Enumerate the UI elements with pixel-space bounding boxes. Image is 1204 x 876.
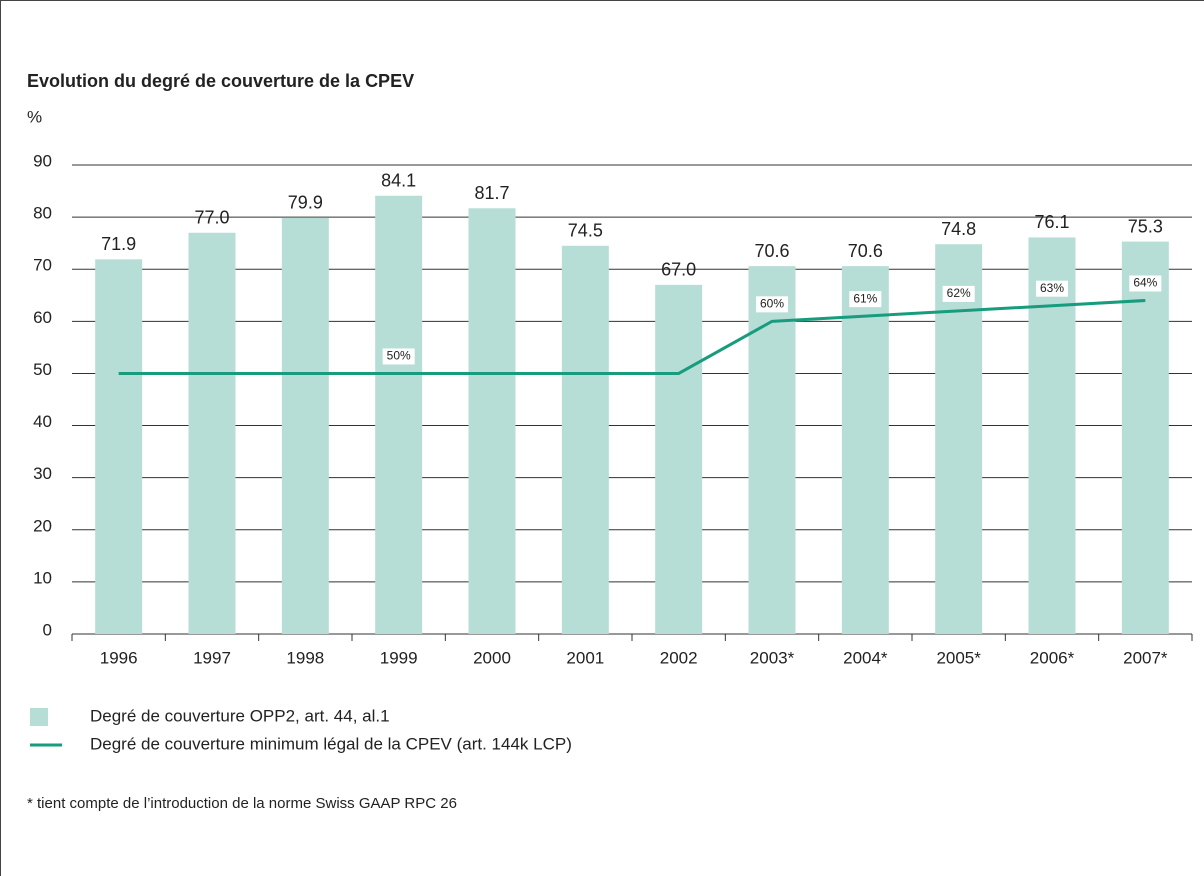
bar bbox=[95, 259, 143, 634]
x-tick-label: 2001 bbox=[566, 648, 604, 667]
line-value-label-group: 50% bbox=[382, 348, 415, 365]
line-value-label: 61% bbox=[853, 291, 877, 305]
x-tick-label: 1998 bbox=[286, 648, 324, 667]
line-value-label-box bbox=[1036, 280, 1068, 297]
bar bbox=[841, 266, 889, 634]
line-value-label-group: 60% bbox=[756, 296, 788, 313]
chart-title: Evolution du degré de couverture de la C… bbox=[27, 71, 414, 91]
bar-value-label: 67.0 bbox=[661, 260, 696, 280]
line-value-label-group: 61% bbox=[849, 291, 882, 308]
line-value-label: 62% bbox=[947, 286, 971, 300]
bar-value-label: 70.6 bbox=[848, 241, 883, 261]
line-value-label-box bbox=[382, 348, 415, 365]
bar-value-label: 75.3 bbox=[1128, 216, 1163, 236]
x-tick-label: 2004* bbox=[843, 648, 888, 667]
line-value-label: 63% bbox=[1040, 281, 1064, 295]
bar-value-label: 81.7 bbox=[474, 183, 509, 203]
bar bbox=[1028, 237, 1076, 634]
y-tick-label: 0 bbox=[43, 620, 52, 639]
legend-label: Degré de couverture minimum légal de la … bbox=[90, 734, 572, 753]
bar bbox=[748, 266, 796, 634]
line-value-label-box bbox=[942, 285, 975, 302]
bar-value-label: 76.1 bbox=[1034, 212, 1069, 232]
line-value-label: 50% bbox=[387, 349, 411, 363]
bar bbox=[188, 232, 236, 634]
line-value-label-group: 63% bbox=[1036, 280, 1068, 297]
bar-value-label: 74.5 bbox=[568, 221, 603, 241]
x-tick-label: 1997 bbox=[193, 648, 231, 667]
y-tick-label: 70 bbox=[33, 256, 52, 275]
x-tick-label: 1996 bbox=[100, 648, 138, 667]
y-tick-label: 50 bbox=[33, 360, 52, 379]
y-tick-label: 80 bbox=[33, 204, 52, 223]
y-tick-label: 30 bbox=[33, 464, 52, 483]
bar-value-label: 70.6 bbox=[754, 241, 789, 261]
y-tick-label: 40 bbox=[33, 412, 52, 431]
x-tick-label: 2006* bbox=[1030, 648, 1075, 667]
bar-value-label: 84.1 bbox=[381, 170, 416, 190]
line-value-label-group: 64% bbox=[1129, 275, 1162, 292]
line-value-label-box bbox=[1129, 275, 1162, 292]
x-tick-label: 2007* bbox=[1123, 648, 1168, 667]
x-tick-label: 2002 bbox=[660, 648, 698, 667]
y-tick-label: 90 bbox=[33, 151, 52, 170]
line-value-label-group: 62% bbox=[942, 285, 975, 302]
line-value-label: 60% bbox=[760, 297, 784, 311]
bar bbox=[375, 195, 423, 635]
line-value-label-box bbox=[849, 291, 882, 308]
bar bbox=[468, 208, 516, 634]
line-value-label: 64% bbox=[1133, 276, 1157, 290]
bar bbox=[1121, 241, 1169, 634]
bar bbox=[935, 244, 983, 634]
x-tick-label: 1999 bbox=[380, 648, 418, 667]
legend-swatch bbox=[30, 708, 48, 726]
bar bbox=[655, 284, 703, 634]
line-value-label-box bbox=[756, 296, 788, 313]
bar-value-label: 71.9 bbox=[101, 234, 136, 254]
bar-value-label: 77.0 bbox=[194, 207, 229, 227]
y-tick-label: 10 bbox=[33, 568, 52, 587]
y-axis-label: % bbox=[27, 107, 42, 126]
footnote: * tient compte de l’introduction de la n… bbox=[27, 795, 457, 812]
legend-label: Degré de couverture OPP2, art. 44, al.1 bbox=[90, 706, 390, 725]
y-tick-label: 20 bbox=[33, 516, 52, 535]
x-tick-label: 2000 bbox=[473, 648, 511, 667]
y-tick-label: 60 bbox=[33, 308, 52, 327]
bar bbox=[561, 245, 609, 634]
x-tick-label: 2005* bbox=[936, 648, 981, 667]
line bbox=[118, 298, 1146, 375]
bar-value-label: 74.8 bbox=[941, 219, 976, 239]
x-tick-label: 2003* bbox=[750, 648, 795, 667]
bar-value-label: 79.9 bbox=[288, 192, 323, 212]
bar bbox=[281, 217, 329, 635]
